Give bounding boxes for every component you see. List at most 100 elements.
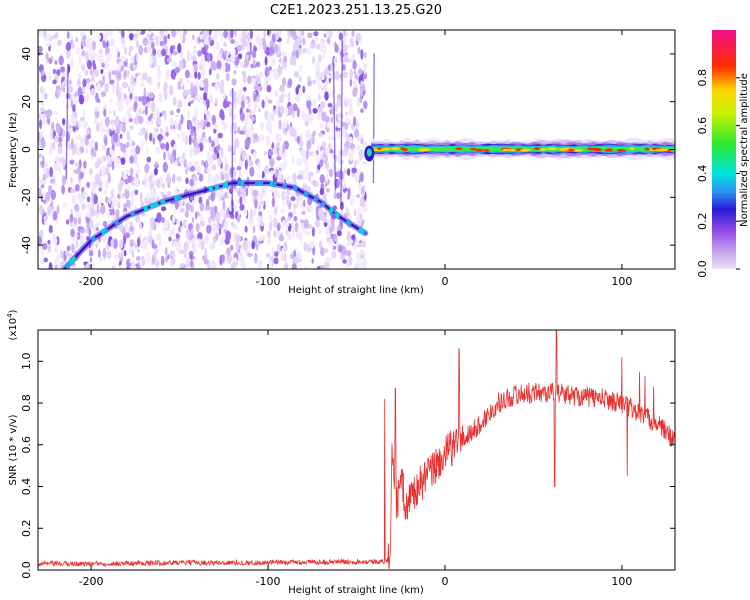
heatmap-noise-cell	[128, 30, 134, 34]
heatmap-noise-cell	[223, 41, 227, 48]
heatmap-noise-cell	[271, 57, 276, 67]
trace-hotspot	[91, 236, 96, 242]
heatmap-noise-cell	[182, 152, 186, 159]
heatmap-noise-cell	[351, 234, 356, 240]
heatmap-noise-cell	[85, 147, 89, 154]
heatmap-noise-cell	[101, 145, 107, 151]
snr-panel: -200 -100 0 100 0.0 0.2 0.4 0.6 0.8 1.0 Height o…	[6, 309, 676, 596]
heatmap-noise-cell	[213, 30, 219, 37]
heatmap-noise-cell	[134, 189, 139, 196]
heatmap-noise-cell	[141, 212, 146, 217]
heatmap-noise-cell	[241, 256, 246, 267]
heatmap-noise-cell	[97, 98, 101, 104]
trace-hotspot	[177, 194, 182, 201]
heatmap-noise-cell	[202, 131, 206, 140]
heatmap-noise-cell	[191, 217, 195, 223]
heatmap-noise-cell	[314, 72, 317, 78]
heatmap-noise-cell	[360, 49, 364, 60]
heatmap-noise-cell	[327, 135, 333, 140]
heatmap-noise-cell	[89, 219, 94, 229]
trace-hotspot	[222, 182, 227, 188]
heatmap-noise-cell	[269, 157, 275, 167]
heatmap-noise-cell	[342, 128, 347, 137]
heatmap-noise-cell	[128, 118, 133, 123]
heatmap-noise-cell	[258, 262, 261, 269]
heatmap-noise-cell	[174, 159, 178, 168]
heatmap-noise-cell	[232, 122, 238, 130]
heatmap-noise-cell	[156, 118, 162, 125]
heatmap-noise-cell	[149, 132, 153, 142]
heatmap-noise-cell	[237, 250, 242, 262]
heatmap-noise-cell	[324, 80, 329, 86]
heatmap-noise-cell	[352, 87, 358, 98]
heatmap-noise-cell	[226, 190, 230, 200]
snr-line	[38, 330, 675, 570]
heatmap-noise-cell	[177, 43, 182, 54]
heatmap-noise-cell	[223, 30, 229, 39]
heatmap-noise-cell	[242, 240, 248, 251]
heatmap-noise-cell	[72, 104, 76, 113]
heatmap-noise-cell	[312, 107, 318, 114]
heatmap-noise-cell	[119, 180, 124, 186]
heatmap-noise-cell	[291, 192, 295, 197]
heatmap-noise-cell	[43, 216, 49, 221]
heatmap-noise-cell	[254, 46, 258, 52]
heatmap-noise-cell	[62, 157, 66, 168]
heatmap-noise-cell	[146, 101, 150, 109]
heatmap-noise-cell	[38, 131, 41, 142]
heatmap-noise-cell	[98, 187, 103, 192]
heatmap-noise-cell	[132, 264, 137, 269]
heatmap-noise-cell	[198, 173, 204, 182]
heatmap-noise-cell	[203, 78, 208, 86]
heatmap-noise-cell	[180, 33, 184, 43]
heatmap-noise-cell	[146, 76, 152, 83]
trace-hotspot	[321, 201, 326, 207]
heatmap-noise-cell	[40, 86, 43, 95]
heatmap-noise-cell	[217, 30, 221, 37]
heatmap-noise-cell	[211, 114, 216, 126]
heatmap-noise-cell	[296, 36, 302, 46]
heatmap-noise-cell	[140, 241, 145, 251]
heatmap-noise-cell	[224, 163, 229, 172]
heatmap-noise-cell	[148, 175, 152, 183]
heatmap-noise-cell	[217, 156, 222, 166]
heatmap-noise-cell	[38, 236, 43, 246]
heatmap-noise-cell	[107, 209, 110, 220]
heatmap-noise-cell	[319, 123, 323, 128]
heatmap-noise-cell	[78, 159, 82, 169]
heatmap-noise-cell	[123, 250, 127, 257]
heatmap-noise-cell	[39, 156, 43, 162]
heatmap-noise-cell	[337, 244, 343, 253]
heatmap-noise-cell	[330, 116, 334, 124]
heatmap-noise-cell	[254, 100, 258, 109]
heatmap-noise-cell	[83, 120, 88, 129]
heatmap-noise-cell	[321, 111, 327, 122]
heatmap-noise-cell	[278, 119, 282, 130]
heatmap-noise-cell	[244, 159, 248, 170]
heatmap-noise-cell	[75, 161, 79, 167]
heatmap-noise-cell	[210, 206, 215, 217]
heatmap-noise-cell	[157, 111, 160, 118]
heatmap-noise-cell	[121, 30, 125, 38]
heatmap-noise-cell	[172, 214, 176, 224]
heatmap-noise-cell	[184, 210, 189, 218]
heatmap-noise-cell	[336, 129, 340, 140]
heatmap-noise-cell	[299, 64, 303, 72]
heatmap-noise-cell	[219, 109, 225, 119]
heatmap-noise-cell	[185, 221, 188, 227]
heatmap-noise-cell	[221, 227, 225, 235]
heatmap-noise-cell	[323, 261, 330, 269]
heatmap-noise-cell	[176, 176, 182, 182]
heatmap-noise-cell	[315, 156, 320, 165]
heatmap-noise-cell	[82, 64, 85, 71]
heatmap-noise-cell	[104, 137, 108, 146]
heatmap-noise-cell	[185, 256, 189, 265]
heatmap-noise-cell	[180, 114, 184, 125]
heatmap-noise-cell	[106, 52, 112, 61]
heatmap-noise-cell	[75, 150, 82, 156]
heatmap-noise-cell	[52, 211, 58, 221]
heatmap-noise-cell	[42, 191, 46, 201]
heatmap-noise-cell	[208, 154, 213, 165]
snr-xtick-label: 100	[611, 575, 632, 588]
heatmap-noise-cell	[284, 107, 289, 116]
